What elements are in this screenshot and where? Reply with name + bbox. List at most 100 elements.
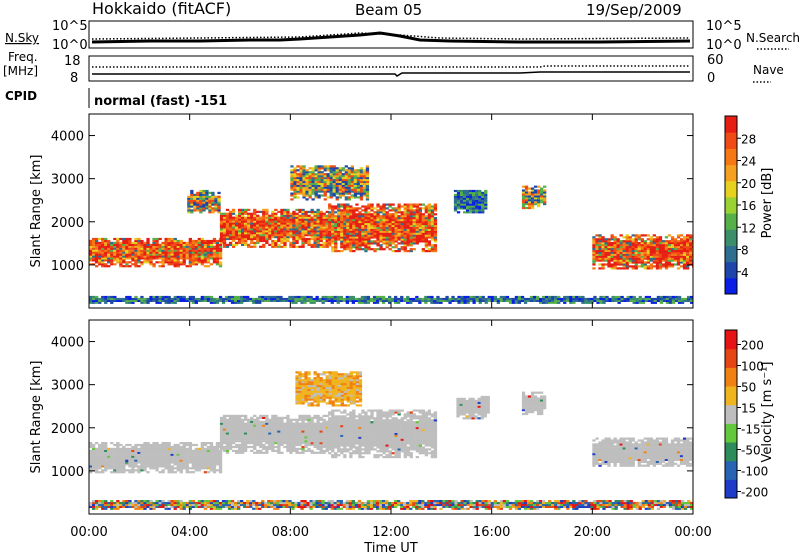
data-cell [533,193,538,196]
data-cell [317,190,321,193]
data-cell [238,239,242,243]
data-cell [646,255,650,258]
data-cell [140,447,144,450]
data-cell [346,244,350,247]
data-cell [209,247,214,250]
data-cell [466,197,470,200]
data-cell [601,247,605,251]
data-cell [101,461,105,464]
data-cell [343,230,347,233]
data-cell [197,253,201,256]
data-cell [334,244,338,247]
data-cell [291,297,295,301]
data-cell [424,220,428,224]
data-cell [540,201,544,204]
data-cell [427,217,431,220]
data-cell [382,242,386,245]
data-cell [146,297,150,301]
data-cell [539,297,543,301]
data-cell [104,451,108,454]
data-cell [222,222,227,225]
data-cell [143,443,147,447]
data-cell [125,469,129,472]
data-cell [217,195,221,198]
data-cell [265,422,269,425]
data-cell [370,230,374,233]
data-cell [418,217,422,220]
data-cell [353,178,358,182]
data-cell [679,247,684,251]
data-cell [262,422,266,425]
data-cell [152,465,156,468]
data-cell [104,259,108,262]
data-cell [131,247,135,250]
data-cell [484,199,488,202]
data-cell [554,301,558,304]
data-cell [241,420,245,423]
data-cell [655,255,660,258]
data-cell [578,295,582,299]
data-cell [271,422,275,425]
data-cell [611,299,615,302]
data-cell [137,299,141,302]
data-cell [334,215,338,218]
data-cell [128,471,132,474]
data-cell [131,459,135,462]
data-cell [237,299,241,302]
data-cell [320,180,324,183]
data-cell [199,197,203,200]
data-cell [101,237,105,241]
data-cell [212,259,217,262]
data-cell [629,297,633,301]
data-cell [206,245,211,248]
data-cell [149,453,153,456]
data-cell [299,178,303,182]
data-cell [191,453,195,456]
data-cell [391,242,395,245]
data-cell [613,251,617,254]
data-cell [140,245,144,248]
data-cell [433,219,438,222]
data-cell [436,301,440,304]
data-cell [149,243,153,246]
data-cell [385,228,389,231]
nsky-line [91,31,691,44]
data-cell [406,226,410,229]
data-cell [692,251,693,254]
data-cell [116,251,120,254]
data-cell [634,249,638,252]
data-cell [101,443,105,447]
data-cell [460,203,464,206]
data-cell [95,463,99,466]
data-cell [406,240,410,243]
data-cell [631,265,635,268]
data-cell [331,230,335,233]
data-cell [199,207,203,210]
data-cell [359,198,364,201]
data-cell [661,249,666,252]
data-cell [89,443,93,447]
data-cell [268,428,272,431]
data-cell [620,295,624,299]
data-cell [255,299,259,302]
data-cell [378,297,383,301]
data-cell [173,237,177,241]
data-cell [543,189,547,192]
data-cell [98,447,102,450]
data-cell [206,253,211,256]
data-cell [110,449,114,452]
data-cell [310,212,314,215]
data-cell [415,215,419,218]
data-cell [418,301,422,304]
data-cell [194,453,198,456]
data-cell [116,453,120,456]
data-cell [98,259,102,262]
data-cell [478,189,482,193]
data-cell [238,451,242,454]
data-cell [262,432,266,435]
data-cell [209,301,214,304]
data-cell [421,213,425,216]
data-cell [262,214,266,217]
data-cell [289,445,293,449]
data-cell [295,214,299,217]
